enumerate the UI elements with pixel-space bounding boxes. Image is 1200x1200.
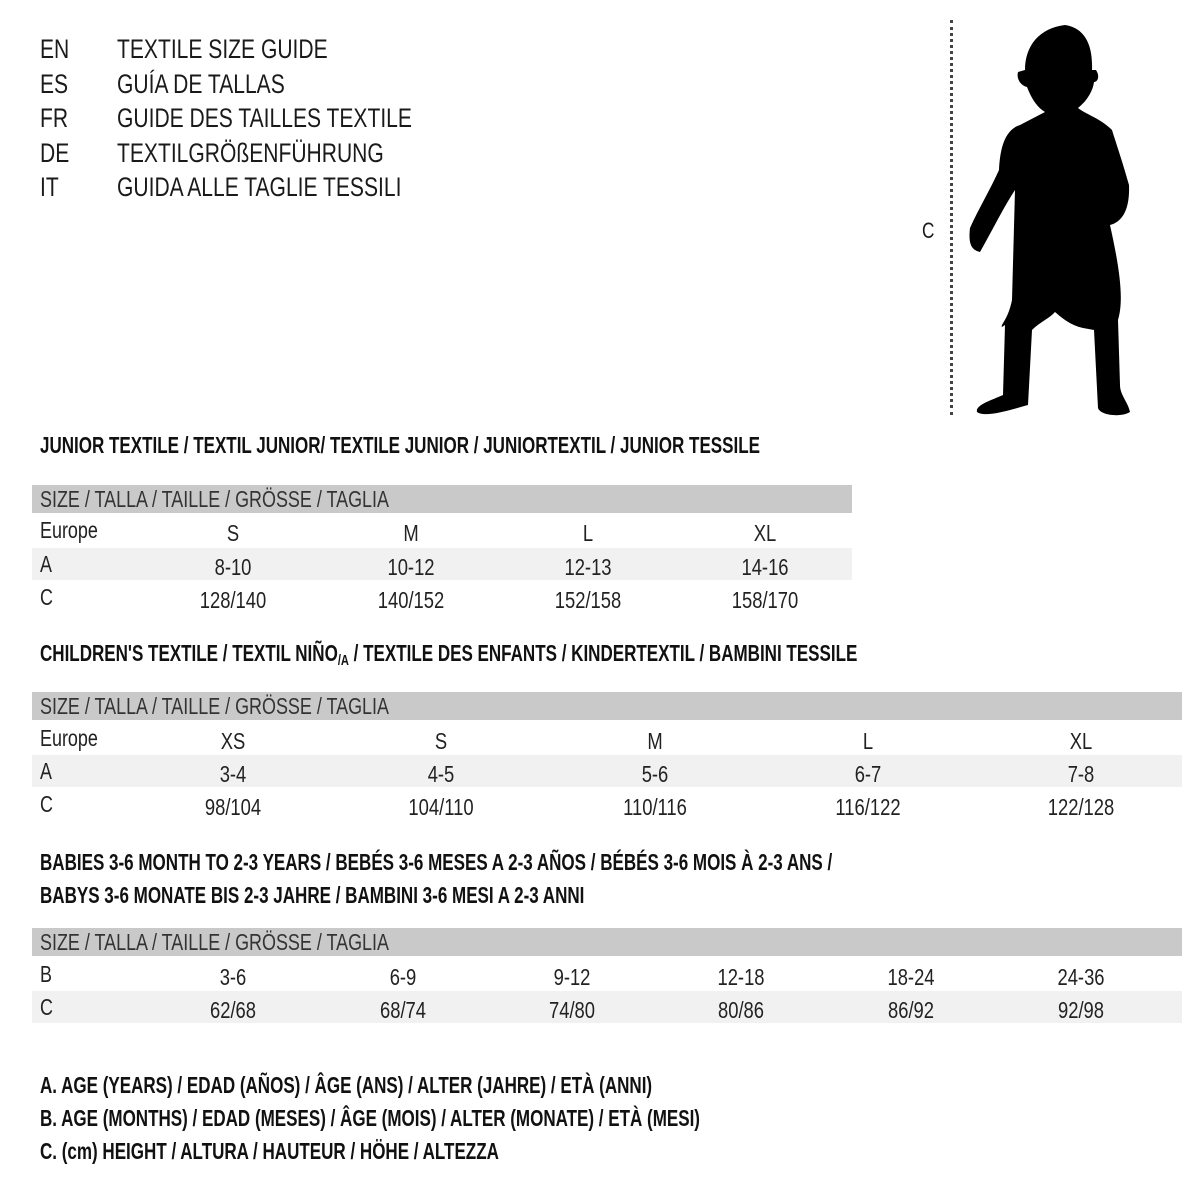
table-cell: 5-6 — [641, 761, 669, 787]
height-label: C — [922, 218, 935, 243]
guide-title: TEXTILGRÖßENFÜHRUNG — [117, 137, 384, 168]
table-cell: 104/110 — [408, 794, 474, 820]
shaded-row-band — [32, 991, 1182, 1023]
language-code: IT — [40, 172, 59, 202]
table-cell: M — [403, 520, 419, 546]
language-code: ES — [40, 68, 69, 99]
table-cell: 86/92 — [887, 997, 935, 1023]
table-cell: 4-5 — [427, 761, 455, 787]
table-cell: 74/80 — [548, 997, 596, 1023]
row-label: A — [40, 758, 52, 784]
table-cell: 62/68 — [209, 997, 257, 1023]
row-label: Europe — [40, 517, 98, 543]
row-label: C — [40, 584, 53, 610]
table-cell: 116/122 — [835, 794, 901, 820]
junior-title: JUNIOR TEXTILE / TEXTIL JUNIOR/ TEXTILE … — [40, 432, 760, 458]
language-code: EN — [40, 34, 70, 64]
size-header-band — [32, 928, 1182, 956]
table-cell: 3-4 — [219, 761, 247, 787]
table-cell: 152/158 — [554, 587, 622, 613]
row-label: A — [40, 551, 52, 577]
row-label: C — [40, 994, 53, 1020]
children-title-sub: /A — [337, 652, 349, 669]
legend-item: B. AGE (MONTHS) / EDAD (MESES) / ÂGE (MO… — [40, 1105, 700, 1131]
table-cell: 110/116 — [623, 794, 687, 820]
table-cell: 9-12 — [553, 964, 591, 990]
children-title-main: CHILDREN'S TEXTILE / TEXTIL NIÑO — [40, 640, 338, 666]
table-cell: S — [434, 728, 448, 754]
guide-title: GUIDE DES TAILLES TEXTILE — [117, 103, 412, 133]
height-dotted-line — [950, 20, 953, 415]
guide-title: GUÍA DE TALLAS — [117, 68, 285, 99]
table-cell: L — [862, 728, 874, 754]
table-cell: M — [647, 728, 663, 754]
table-cell: 140/152 — [377, 587, 445, 613]
table-cell: 3-6 — [219, 964, 247, 990]
table-cell: 12-13 — [564, 554, 612, 580]
table-cell: XS — [220, 728, 246, 754]
babies-title-line2: BABYS 3-6 MONATE BIS 2-3 JAHRE / BAMBINI… — [40, 882, 585, 908]
shaded-row-band — [32, 548, 852, 580]
table-cell: 18-24 — [887, 964, 935, 990]
row-label: B — [40, 961, 52, 987]
table-cell: 158/170 — [731, 587, 799, 613]
table-cell: XL — [1069, 728, 1093, 754]
legend-item: A. AGE (YEARS) / EDAD (AÑOS) / ÂGE (ANS)… — [40, 1072, 653, 1098]
table-cell: 12-18 — [717, 964, 765, 990]
guide-title: GUIDA ALLE TAGLIE TESSILI — [117, 172, 402, 202]
guide-title: TEXTILE SIZE GUIDE — [117, 34, 328, 64]
size-header-label: SIZE / TALLA / TAILLE / GRÖSSE / TAGLIA — [40, 693, 389, 719]
table-cell: 68/74 — [379, 997, 427, 1023]
child-figure: C — [900, 0, 1200, 430]
size-header-band — [32, 692, 1182, 720]
table-cell: 122/128 — [1047, 794, 1115, 820]
table-cell: L — [582, 520, 594, 546]
table-cell: 128/140 — [199, 587, 267, 613]
table-cell: 98/104 — [204, 794, 262, 820]
children-title: CHILDREN'S TEXTILE / TEXTIL NIÑO/A / TEX… — [40, 640, 858, 669]
table-cell: 92/98 — [1057, 997, 1105, 1023]
babies-title-line1: BABIES 3-6 MONTH TO 2-3 YEARS / BEBÉS 3-… — [40, 849, 833, 875]
child-silhouette-icon — [969, 25, 1130, 416]
size-header-label: SIZE / TALLA / TAILLE / GRÖSSE / TAGLIA — [40, 929, 389, 955]
table-cell: 7-8 — [1067, 761, 1095, 787]
row-label: C — [40, 791, 53, 817]
legend-item: C. (cm) HEIGHT / ALTURA / HAUTEUR / HÖHE… — [40, 1138, 499, 1164]
language-code: DE — [40, 137, 70, 168]
table-cell: S — [226, 520, 240, 546]
row-label: Europe — [40, 725, 98, 751]
shaded-row-band — [32, 755, 1182, 787]
children-title-rest: / TEXTILE DES ENFANTS / KINDERTEXTIL / B… — [348, 640, 858, 666]
table-cell: 6-7 — [854, 761, 882, 787]
table-cell: XL — [753, 520, 777, 546]
table-cell: 14-16 — [741, 554, 789, 580]
table-cell: 8-10 — [214, 554, 252, 580]
language-code: FR — [40, 103, 69, 133]
size-header-band — [32, 485, 852, 513]
table-cell: 24-36 — [1057, 964, 1105, 990]
table-cell: 6-9 — [389, 964, 417, 990]
size-header-label: SIZE / TALLA / TAILLE / GRÖSSE / TAGLIA — [40, 486, 389, 512]
table-cell: 80/86 — [717, 997, 765, 1023]
table-cell: 10-12 — [387, 554, 435, 580]
